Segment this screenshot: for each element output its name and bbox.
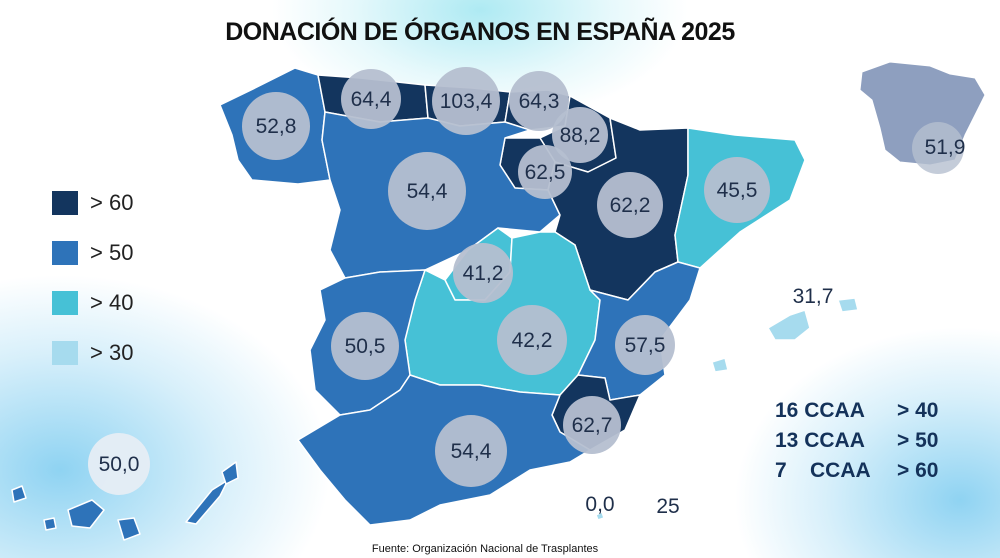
bubble-extremadura (331, 312, 399, 380)
stat-count: 13 CCAA (775, 429, 865, 452)
value-pais-vasco: 64,3 (519, 90, 560, 113)
stat-threshold: > 50 (897, 429, 939, 452)
bubble-cataluna (704, 157, 770, 223)
legend-item-gt50: > 50 (52, 238, 192, 268)
value-canarias: 50,0 (99, 453, 140, 476)
value-asturias: 64,4 (351, 88, 392, 111)
region-canarias-1[interactable] (11, 485, 27, 503)
legend-label: > 50 (90, 240, 134, 265)
region-canarias-6[interactable] (221, 461, 239, 485)
legend-item-gt60: > 60 (52, 188, 192, 218)
bubble-castilla-la-mancha (497, 305, 567, 375)
stat-threshold: > 60 (897, 459, 939, 482)
legend-label: > 60 (90, 190, 134, 215)
bubbles (88, 67, 964, 495)
value-valencia: 57,5 (625, 334, 666, 357)
value-cataluna: 45,5 (717, 179, 758, 202)
bubble-canarias (88, 433, 150, 495)
value-navarra: 88,2 (560, 124, 601, 147)
bubble-aragon (597, 172, 663, 238)
value-galicia: 52,8 (256, 115, 297, 138)
value-extremadura: 50,5 (345, 335, 386, 358)
map-title: DONACIÓN DE ÓRGANOS EN ESPAÑA 2025 (225, 18, 735, 46)
legend-label: > 40 (90, 290, 134, 315)
bubble-galicia (242, 92, 310, 160)
stat-row: 7 CCAA > 60 (775, 459, 975, 489)
value-cantabria: 103,4 (440, 90, 493, 113)
bubble-navarra (552, 107, 608, 163)
region-baleares-ibiza[interactable] (711, 357, 729, 373)
bubble-madrid (453, 243, 513, 303)
value-ceuta: 0,0 (585, 493, 614, 516)
legend-swatch (52, 191, 78, 215)
legend-label: > 30 (90, 340, 134, 365)
value-castilla-leon: 54,4 (407, 180, 448, 203)
bubble-asturias (341, 69, 401, 129)
bubble-cantabria (432, 67, 500, 135)
value-la-rioja: 62,5 (525, 161, 566, 184)
bubble-valencia (615, 315, 675, 375)
stat-threshold: > 40 (897, 399, 939, 422)
legend-swatch (52, 241, 78, 265)
region-canarias-3[interactable] (67, 499, 105, 529)
value-castilla-la-mancha: 42,2 (512, 329, 553, 352)
region-canarias-2[interactable] (43, 517, 57, 531)
stat-row: 16 CCAA > 40 (775, 399, 975, 429)
bubble-murcia (563, 396, 621, 454)
value-aragon: 62,2 (610, 194, 651, 217)
legend-item-gt30: > 30 (52, 338, 192, 368)
value-madrid: 41,2 (463, 262, 504, 285)
bubble-la-rioja (518, 145, 572, 199)
bubble-castilla-leon (388, 152, 466, 230)
region-baleares-menorca[interactable] (837, 297, 859, 313)
bubble-espana (912, 122, 964, 174)
stat-row: 13 CCAA > 50 (775, 429, 975, 459)
source-note: Fuente: Organización Nacional de Traspla… (371, 543, 599, 555)
legend-swatch (52, 291, 78, 315)
bubble-andalucia (435, 415, 507, 487)
stat-count: 16 CCAA (775, 399, 865, 422)
legend-item-gt40: > 40 (52, 288, 192, 318)
value-espana: 51,9 (925, 136, 966, 159)
region-baleares[interactable] (767, 309, 811, 341)
value-murcia: 62,7 (572, 414, 613, 437)
stat-count: 7 CCAA (775, 459, 871, 482)
region-ceuta[interactable] (595, 511, 605, 521)
value-baleares: 31,7 (793, 285, 834, 308)
legend-swatch (52, 341, 78, 365)
stats-summary: 16 CCAA > 40 13 CCAA > 50 7 CCAA > 60 (775, 399, 975, 489)
region-canarias-5[interactable] (185, 479, 229, 525)
bubble-pais-vasco (509, 71, 569, 131)
region-canarias-4[interactable] (117, 517, 141, 541)
value-melilla: 25 (656, 495, 679, 518)
value-andalucia: 54,4 (451, 440, 492, 463)
